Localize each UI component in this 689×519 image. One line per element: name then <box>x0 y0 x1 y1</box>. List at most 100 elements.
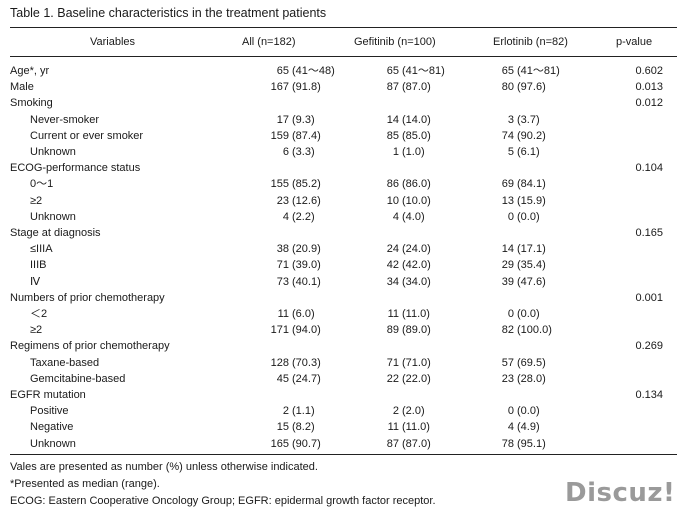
cell-all: 71 (39.0) <box>230 257 344 273</box>
table-row: Current or ever smoker 159 (87.4) 85 (85.0) 7… <box>10 128 677 144</box>
cell-gef: 85 (85.0) <box>344 128 460 144</box>
cell-gef: 86 (86.0) <box>344 176 460 192</box>
cell-all: 171 (94.0) <box>230 322 344 338</box>
cell-gef: 42 (42.0) <box>344 257 460 273</box>
table-row: Taxane-based 128 (70.3) 71 (71.0) 57 (69.5) <box>10 355 677 371</box>
cell-erl: 69 (84.1) <box>460 176 583 192</box>
cell-gef-count: 11 <box>387 308 399 321</box>
cell-pvalue <box>583 274 677 290</box>
cell-erl <box>460 225 583 241</box>
cell-gef: 2 (2.0) <box>344 403 460 419</box>
cell-erl-percent: (28.0) <box>517 372 546 385</box>
cell-erl-percent: (3.7) <box>517 113 540 126</box>
header-gefitinib: Gefitinib (n=100) <box>354 36 436 48</box>
cell-gef-count: 4 <box>392 210 399 223</box>
row-label: ≤IIIA <box>10 241 230 257</box>
table-row: Stage at diagnosis 0.165 <box>10 225 677 241</box>
cell-all <box>230 225 344 241</box>
cell-erl: 57 (69.5) <box>460 355 583 371</box>
row-label-text: Unknown <box>30 210 76 223</box>
row-label: Unknown <box>10 436 230 452</box>
cell-erl <box>460 387 583 403</box>
cell-all-percent: (41～48) <box>292 65 335 77</box>
cell-pvalue: 0.013 <box>583 79 677 95</box>
header-erlotinib: Erlotinib (n=82) <box>493 36 568 48</box>
cell-erl-percent: (95.1) <box>517 437 546 450</box>
row-label: ＜2 <box>10 306 230 322</box>
cell-gef: 10 (10.0) <box>344 193 460 209</box>
cell-all-percent: (20.9) <box>292 243 321 256</box>
cell-pvalue <box>583 209 677 225</box>
cell-erl-count: 0 <box>507 308 514 321</box>
cell-all: 65 (41～48) <box>230 63 344 79</box>
cell-erl: 74 (90.2) <box>460 128 583 144</box>
cell-gef-count: 34 <box>386 275 399 288</box>
cell-pvalue: 0.012 <box>583 95 677 111</box>
cell-all: 6 (3.3) <box>230 144 344 160</box>
cell-pvalue <box>583 322 677 338</box>
cell-all: 38 (20.9) <box>230 241 344 257</box>
header-rule <box>10 56 677 57</box>
cell-all-percent: (91.8) <box>292 81 321 94</box>
cell-gef-percent: (87.0) <box>402 81 431 94</box>
row-label: Male <box>10 79 230 95</box>
row-label: ECOG-performance status <box>10 160 230 176</box>
cell-gef: 87 (87.0) <box>344 79 460 95</box>
cell-erl-percent: (41～81) <box>517 65 560 77</box>
cell-erl-count: 57 <box>501 356 514 369</box>
table-row: Smoking 0.012 <box>10 95 677 111</box>
cell-all: 2 (1.1) <box>230 403 344 419</box>
table-row: ≥2 171 (94.0) 89 (89.0) 82 (100.0) <box>10 322 677 338</box>
cell-erl: 80 (97.6) <box>460 79 583 95</box>
cell-all-percent: (70.3) <box>292 356 321 369</box>
cell-gef: 14 (14.0) <box>344 112 460 128</box>
cell-gef-percent: (2.0) <box>402 405 425 418</box>
cell-erl: 39 (47.6) <box>460 274 583 290</box>
cell-all-count: 128 <box>270 356 289 369</box>
cell-all-count: 167 <box>270 81 289 94</box>
cell-all: 165 (90.7) <box>230 436 344 452</box>
cell-pvalue <box>583 257 677 273</box>
cell-pvalue: 0.134 <box>583 387 677 403</box>
row-label: Smoking <box>10 95 230 111</box>
cell-gef <box>344 95 460 111</box>
row-label-text: Current or ever smoker <box>30 129 144 142</box>
cell-all-count: 15 <box>276 421 289 434</box>
cell-pvalue <box>583 371 677 387</box>
row-label: Negative <box>10 419 230 435</box>
cell-erl-count: 39 <box>501 275 514 288</box>
table-row: Unknown 6 (3.3) 1 (1.0) 5 (6.1) <box>10 144 677 160</box>
cell-gef-percent: (10.0) <box>402 194 431 207</box>
cell-erl-percent: (0.0) <box>517 405 540 418</box>
row-label-text: EGFR mutation <box>10 389 86 402</box>
cell-erl <box>460 160 583 176</box>
table-row: ≥2 23 (12.6) 10 (10.0) 13 (15.9) <box>10 193 677 209</box>
table-row: ≤IIIA 38 (20.9) 24 (24.0) 14 (17.1) <box>10 241 677 257</box>
cell-all: 128 (70.3) <box>230 355 344 371</box>
cell-all-count: 38 <box>276 243 289 256</box>
cell-erl: 13 (15.9) <box>460 193 583 209</box>
cell-pvalue <box>583 436 677 452</box>
row-label-text: Gemcitabine-based <box>30 372 126 385</box>
cell-erl-count: 82 <box>501 324 514 337</box>
row-label: ≥2 <box>10 322 230 338</box>
cell-gef-count: 85 <box>386 129 399 142</box>
cell-all <box>230 290 344 306</box>
cell-gef: 89 (89.0) <box>344 322 460 338</box>
cell-pvalue: 0.001 <box>583 290 677 306</box>
cell-gef: 24 (24.0) <box>344 241 460 257</box>
cell-all: 15 (8.2) <box>230 419 344 435</box>
cell-all: 159 (87.4) <box>230 128 344 144</box>
row-label-text: ≥2 <box>30 194 43 207</box>
cell-gef <box>344 290 460 306</box>
cell-all-count: 65 <box>276 65 289 77</box>
cell-erl-count: 13 <box>501 194 514 207</box>
cell-gef-percent: (89.0) <box>402 324 431 337</box>
row-label-text: ＜2 <box>30 308 48 321</box>
cell-gef-percent: (22.0) <box>402 372 431 385</box>
cell-all-percent: (90.7) <box>292 437 321 450</box>
cell-all-percent: (87.4) <box>292 129 321 142</box>
cell-erl-count: 0 <box>507 405 514 418</box>
cell-erl-percent: (15.9) <box>517 194 546 207</box>
cell-gef-count: 11 <box>387 421 399 434</box>
